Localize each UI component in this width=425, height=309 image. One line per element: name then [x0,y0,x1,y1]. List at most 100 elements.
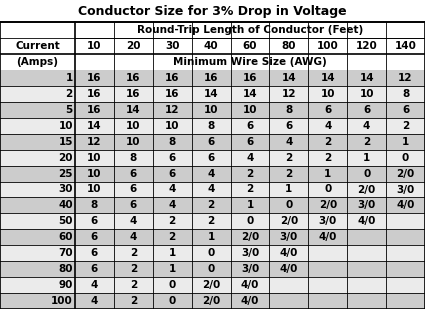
Text: 16: 16 [126,73,141,83]
Text: 2/0: 2/0 [202,296,220,306]
Text: 4/0: 4/0 [280,264,298,274]
Text: 4: 4 [207,169,215,179]
Text: 4/0: 4/0 [319,232,337,242]
Text: 14: 14 [360,73,374,83]
Text: 20: 20 [126,41,141,51]
Bar [0,181,425,197]
Text: 8: 8 [207,121,215,131]
Text: 0: 0 [363,169,370,179]
Text: 4/0: 4/0 [357,216,376,226]
Text: 6: 6 [130,201,137,210]
Text: 6: 6 [363,105,370,115]
Text: 6: 6 [169,153,176,163]
Text: 1: 1 [207,232,215,242]
Text: 2/0: 2/0 [241,232,259,242]
Text: 1: 1 [402,137,409,147]
Text: 25: 25 [58,169,73,179]
Bar [0,150,425,166]
Text: (Amps): (Amps) [17,57,59,67]
Text: 2: 2 [246,169,254,179]
Text: 4: 4 [130,216,137,226]
Text: 2: 2 [130,248,137,258]
Bar [0,245,425,261]
Text: 100: 100 [317,41,339,51]
Text: Round-Trip Length of Conductor (Feet): Round-Trip Length of Conductor (Feet) [137,25,363,35]
Text: 0: 0 [246,216,254,226]
Text: 3/0: 3/0 [319,216,337,226]
Text: 2/0: 2/0 [280,216,298,226]
Text: 120: 120 [356,41,377,51]
Text: 10: 10 [204,105,218,115]
Text: 2: 2 [363,137,370,147]
Text: 0: 0 [169,280,176,290]
Text: 80: 80 [58,264,73,274]
Text: 1: 1 [324,169,332,179]
Text: Current: Current [15,41,60,51]
Text: 2: 2 [130,280,137,290]
Text: 6: 6 [402,105,409,115]
Text: 40: 40 [204,41,218,51]
Text: 10: 10 [360,89,374,99]
Text: 8: 8 [91,201,98,210]
Text: 14: 14 [320,73,335,83]
Text: 8: 8 [169,137,176,147]
Text: 10: 10 [58,121,73,131]
Text: 4: 4 [91,296,98,306]
Text: 60: 60 [243,41,257,51]
Bar [0,22,425,70]
Text: 14: 14 [87,121,102,131]
Text: 3/0: 3/0 [280,232,298,242]
Text: 4: 4 [169,184,176,194]
Text: 4/0: 4/0 [397,201,415,210]
Text: 12: 12 [165,105,179,115]
Bar [0,134,425,150]
Text: 70: 70 [58,248,73,258]
Text: 4/0: 4/0 [241,296,259,306]
Text: 16: 16 [87,73,102,83]
Text: 4: 4 [169,201,176,210]
Text: 10: 10 [87,153,102,163]
Bar [0,86,425,102]
Text: 4/0: 4/0 [241,280,259,290]
Text: 16: 16 [165,89,179,99]
Text: 3/0: 3/0 [241,264,259,274]
Text: 4: 4 [285,137,292,147]
Text: 16: 16 [87,105,102,115]
Text: 4: 4 [363,121,370,131]
Text: 3/0: 3/0 [397,184,415,194]
Bar [0,214,425,229]
Text: 0: 0 [169,296,176,306]
Text: 6: 6 [91,248,98,258]
Text: 10: 10 [243,105,257,115]
Text: 2/0: 2/0 [202,280,220,290]
Text: 12: 12 [87,137,102,147]
Text: 10: 10 [87,184,102,194]
Text: 4/0: 4/0 [280,248,298,258]
Text: 15: 15 [58,137,73,147]
Bar [0,118,425,134]
Text: Minimum Wire Size (AWG): Minimum Wire Size (AWG) [173,57,327,67]
Text: 10: 10 [87,41,102,51]
Text: 10: 10 [87,169,102,179]
Text: 90: 90 [59,280,73,290]
Text: 0: 0 [207,264,215,274]
Text: 6: 6 [207,153,215,163]
Text: 16: 16 [126,89,141,99]
Text: 6: 6 [91,232,98,242]
Text: 2: 2 [207,201,215,210]
Text: 14: 14 [282,73,296,83]
Text: 14: 14 [243,89,257,99]
Text: 2: 2 [169,232,176,242]
Text: 2: 2 [285,169,292,179]
Text: 50: 50 [58,216,73,226]
Text: 1: 1 [65,73,73,83]
Text: 6: 6 [91,264,98,274]
Text: 10: 10 [165,121,179,131]
Text: 1: 1 [169,248,176,258]
Bar [0,261,425,277]
Text: 12: 12 [398,73,413,83]
Text: 1: 1 [169,264,176,274]
Text: 100: 100 [51,296,73,306]
Text: 8: 8 [402,89,409,99]
Text: Conductor Size for 3% Drop in Voltage: Conductor Size for 3% Drop in Voltage [78,5,347,18]
